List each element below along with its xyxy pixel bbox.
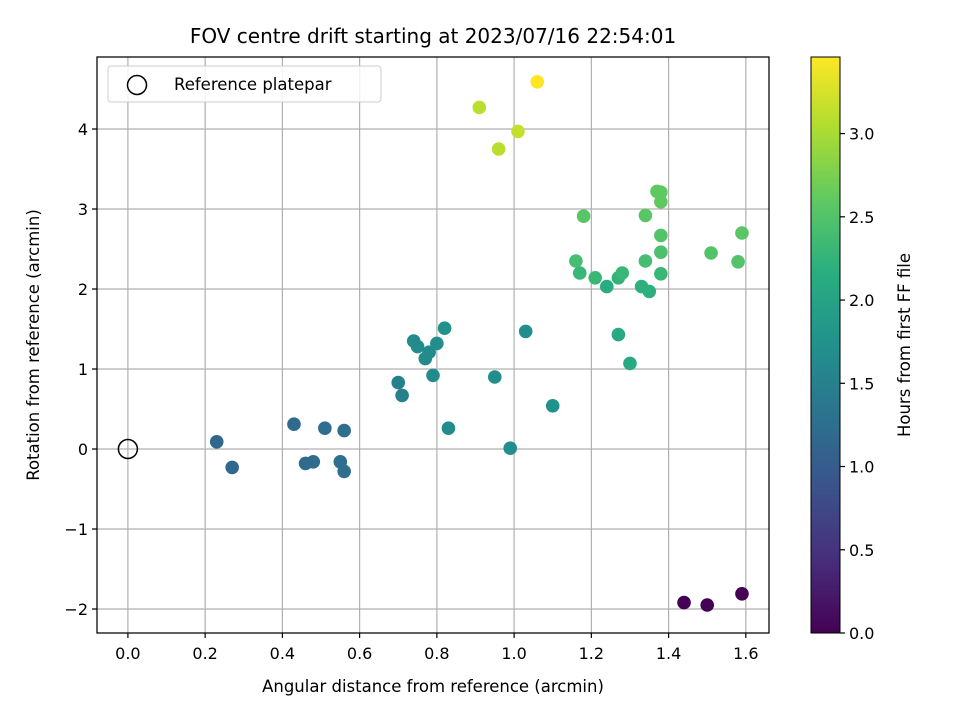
x-tick-label: 0.0 <box>115 644 140 663</box>
data-point <box>654 245 668 259</box>
y-axis-ticks: −2 −1 0 1 2 3 4 <box>64 120 97 619</box>
data-point <box>623 356 637 371</box>
data-point <box>395 388 409 403</box>
x-tick-label: 0.6 <box>347 644 372 663</box>
data-point <box>654 195 668 209</box>
x-tick-label: 1.6 <box>733 644 758 663</box>
colorbar-tick-label: 0.5 <box>849 541 874 560</box>
x-tick-label: 0.8 <box>424 644 449 663</box>
data-point <box>731 254 745 269</box>
x-axis-ticks: 0.0 0.2 0.4 0.6 0.8 1.0 1.2 1.4 1.6 <box>115 633 759 663</box>
y-tick-label: 0 <box>78 440 88 459</box>
data-point <box>642 284 657 299</box>
data-point <box>572 266 587 280</box>
colorbar: 0.0 0.5 1.0 1.5 2.0 2.5 3.0 Hours from first F… <box>810 56 914 643</box>
data-point <box>287 417 301 432</box>
data-point <box>225 460 239 475</box>
legend: Reference platepar <box>107 65 382 103</box>
data-point <box>426 368 440 383</box>
data-point <box>700 598 715 612</box>
data-point <box>599 279 614 294</box>
colorbar-tick-label: 1.0 <box>849 458 874 477</box>
data-point <box>511 124 525 139</box>
data-point <box>487 370 502 384</box>
data-point <box>654 185 668 199</box>
data-point <box>654 267 668 281</box>
x-tick-label: 1.0 <box>501 644 526 663</box>
data-point <box>491 142 506 156</box>
data-point <box>545 399 560 413</box>
data-point <box>430 336 444 351</box>
y-tick-label: −2 <box>64 600 88 619</box>
data-point <box>410 339 425 354</box>
x-tick-label: 0.2 <box>192 644 217 663</box>
data-point <box>437 321 452 336</box>
colorbar-gradient <box>810 56 841 634</box>
chart-title: FOV centre drift starting at 2023/07/16 … <box>190 24 676 48</box>
data-point <box>472 100 487 115</box>
reference-marker <box>117 438 139 460</box>
data-point <box>704 246 718 260</box>
data-point <box>391 375 406 390</box>
y-tick-label: 1 <box>78 360 88 379</box>
colorbar-tick-label: 0.0 <box>849 624 874 643</box>
data-point <box>638 208 653 223</box>
data-point <box>209 435 224 449</box>
y-tick-label: 4 <box>78 120 88 139</box>
colorbar-tick-label: 1.5 <box>849 374 874 393</box>
colorbar-tick-label: 2.0 <box>849 291 874 310</box>
y-tick-label: 3 <box>78 200 88 219</box>
x-tick-label: 0.4 <box>270 644 295 663</box>
data-point <box>306 455 321 469</box>
data-point <box>441 421 456 436</box>
data-point <box>530 75 545 89</box>
data-point <box>677 595 691 610</box>
x-axis-label: Angular distance from reference (arcmin) <box>262 677 604 696</box>
plot-frame <box>96 56 770 634</box>
legend-box <box>107 65 382 103</box>
x-tick-label: 1.2 <box>579 644 604 663</box>
data-point <box>318 421 332 436</box>
data-point <box>337 423 351 438</box>
colorbar-ticks: 0.0 0.5 1.0 1.5 2.0 2.5 3.0 <box>840 125 874 643</box>
legend-label-reference: Reference platepar <box>174 75 332 94</box>
data-points <box>209 75 749 612</box>
y-tick-label: −1 <box>64 520 88 539</box>
y-axis-label: Rotation from reference (arcmin) <box>24 209 43 481</box>
data-point <box>337 464 351 479</box>
colorbar-tick-label: 3.0 <box>849 125 874 144</box>
data-point <box>735 226 749 240</box>
colorbar-tick-label: 2.5 <box>849 208 874 227</box>
y-tick-label: 2 <box>78 280 88 299</box>
data-point <box>576 209 591 223</box>
data-point <box>615 266 630 280</box>
reference-point <box>117 438 139 460</box>
legend-reference-marker <box>126 74 148 96</box>
data-point <box>503 441 518 456</box>
data-point <box>654 228 668 243</box>
data-point <box>588 271 603 285</box>
data-point <box>518 324 533 339</box>
x-tick-label: 1.4 <box>656 644 681 663</box>
data-point <box>611 327 626 342</box>
colorbar-label: Hours from first FF file <box>895 253 914 437</box>
data-point <box>638 254 653 268</box>
data-point <box>735 587 749 601</box>
data-point <box>422 345 436 360</box>
data-point <box>569 254 583 268</box>
